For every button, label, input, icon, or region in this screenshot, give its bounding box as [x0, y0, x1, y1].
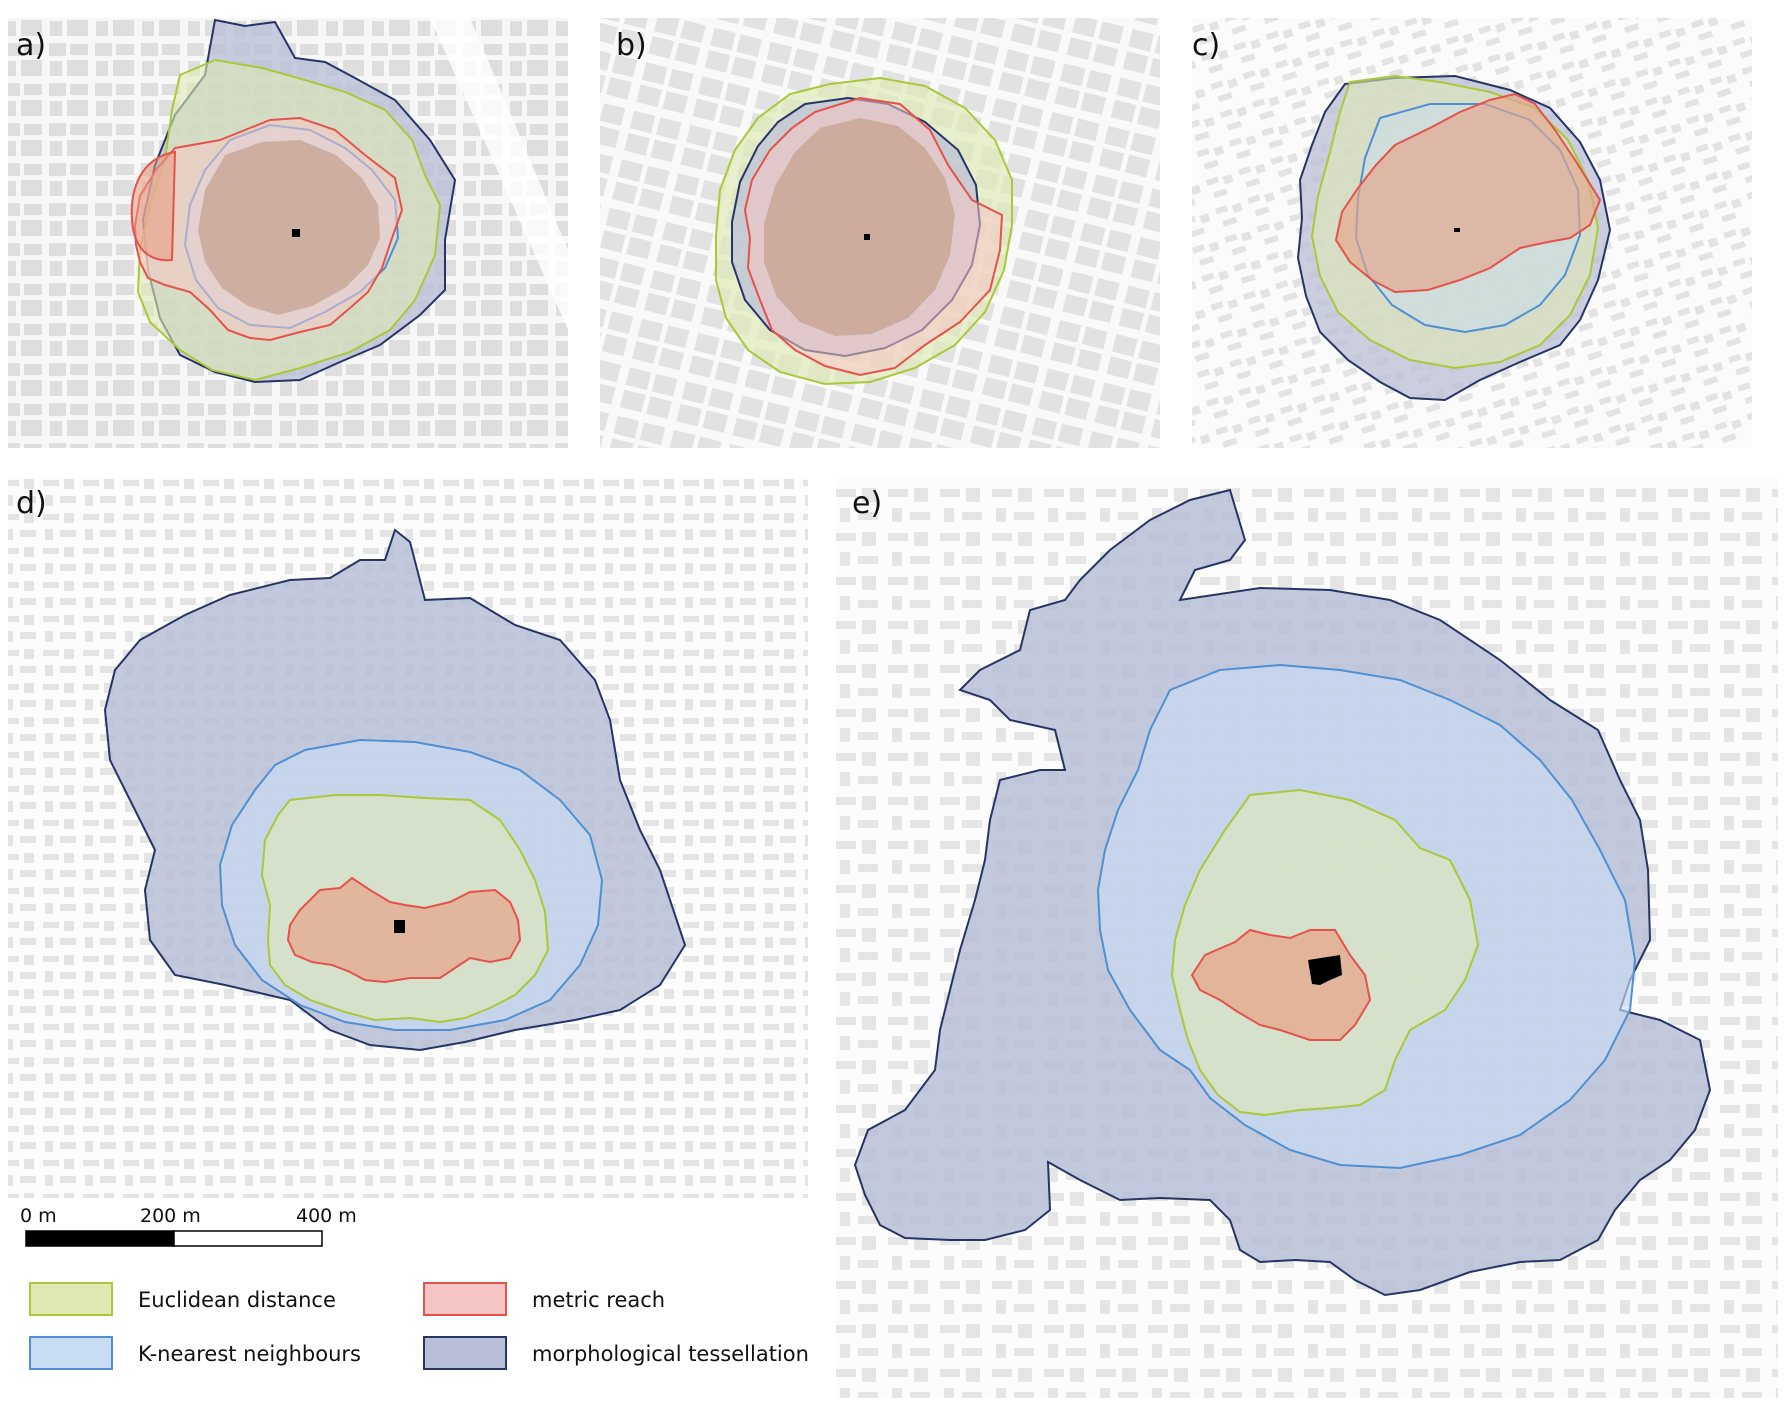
panel-e: e)	[836, 478, 1778, 1398]
panel-d: d)	[8, 478, 808, 1198]
legend-item-euclidean: Euclidean distance	[29, 1282, 336, 1316]
panel-d-focal-building	[394, 920, 405, 933]
panel-b-focal-building	[864, 234, 870, 240]
legend-item-metric-reach: metric reach	[423, 1282, 665, 1316]
panel-a-label: a)	[16, 28, 46, 63]
legend-label-knn: K-nearest neighbours	[138, 1342, 361, 1366]
panel-e-focal-building	[1308, 955, 1342, 985]
panel-b-overlap-zone	[764, 118, 955, 336]
panel-c: c)	[1192, 18, 1752, 448]
panel-e-label: e)	[852, 486, 882, 521]
scale-bar: 0 m 200 m 400 m	[20, 1205, 357, 1247]
scale-tick-0: 0 m	[20, 1205, 57, 1227]
legend-item-knn: K-nearest neighbours	[29, 1336, 361, 1370]
scale-bar-light-segment	[173, 1230, 323, 1247]
scale-tick-200: 200 m	[140, 1205, 201, 1227]
legend-label-tessellation: morphological tessellation	[532, 1342, 809, 1366]
panel-a-focal-building	[292, 229, 300, 237]
scale-tick-400: 400 m	[296, 1205, 357, 1227]
legend: Euclidean distance metric reach K-neares…	[29, 1282, 809, 1370]
legend-swatch-tessellation	[423, 1336, 507, 1370]
panel-c-metric-reach-zone	[1334, 92, 1602, 294]
legend-item-tessellation: morphological tessellation	[423, 1336, 809, 1370]
panel-a-road	[430, 18, 568, 330]
panel-a-metric-reach-lobe	[130, 150, 177, 262]
panel-d-label: d)	[16, 486, 47, 521]
panel-b: b)	[600, 18, 1160, 448]
legend-label-euclidean: Euclidean distance	[138, 1288, 336, 1312]
panel-a: a)	[8, 18, 568, 448]
legend-swatch-metric-reach	[423, 1282, 507, 1316]
panel-c-label: c)	[1192, 28, 1220, 63]
legend-swatch-knn	[29, 1336, 113, 1370]
panel-a-overlap-zone	[198, 140, 380, 315]
legend-label-metric-reach: metric reach	[532, 1288, 665, 1312]
panel-b-label: b)	[616, 28, 647, 63]
panel-c-focal-building	[1454, 228, 1460, 232]
legend-swatch-euclidean	[29, 1282, 113, 1316]
scale-bar-dark-segment	[25, 1230, 175, 1247]
